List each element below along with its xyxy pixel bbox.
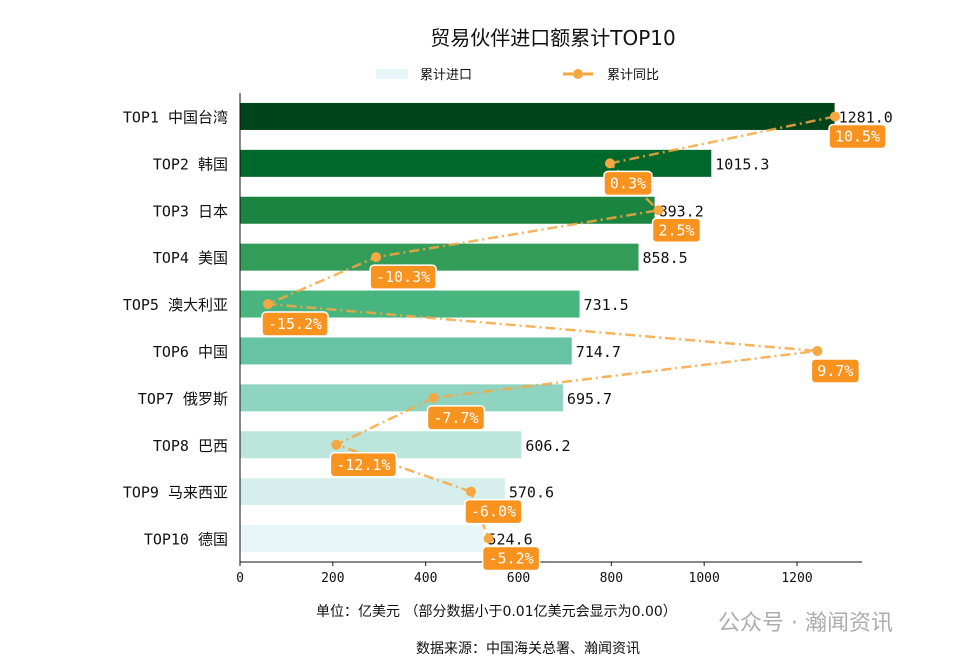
source-note: 数据来源：中国海关总署、瀚闻资讯 — [416, 641, 640, 657]
category-label: TOP8 巴西 — [153, 437, 228, 455]
legend: 累计进口 累计同比 — [376, 68, 659, 83]
growth-label: -15.2% — [268, 315, 322, 333]
legend-bar-label: 累计进口 — [420, 68, 472, 83]
growth-label-box — [329, 452, 398, 478]
growth-marker — [465, 486, 476, 497]
bar — [240, 102, 835, 130]
chart-title: 贸易伙伴进口额累计TOP10 — [430, 26, 675, 50]
growth-label: -5.2% — [489, 550, 534, 568]
bar-value-label: 606.2 — [525, 437, 570, 455]
growth-marker — [604, 158, 615, 169]
growth-label-box — [481, 545, 541, 572]
category-label: TOP10 德国 — [144, 531, 228, 549]
bar-value-label: 1015.3 — [715, 155, 769, 173]
category-label: TOP2 韩国 — [153, 155, 228, 173]
growth-label-box — [603, 170, 653, 197]
growth-marker — [483, 533, 494, 544]
bar-value-label: 714.7 — [576, 343, 621, 361]
category-label: TOP9 马来西亚 — [123, 484, 228, 502]
legend-line-marker — [573, 69, 583, 79]
category-label: TOP4 美国 — [153, 249, 228, 267]
bar-value-label: 570.6 — [509, 484, 554, 502]
growth-label-box — [369, 264, 437, 290]
category-label: TOP7 俄罗斯 — [138, 390, 228, 408]
bar-value-label: 524.6 — [488, 531, 533, 549]
x-tick-label: 600 — [507, 571, 530, 586]
growth-marker — [263, 299, 273, 310]
growth-label: -6.0% — [471, 503, 516, 521]
growth-label: 2.5% — [658, 221, 694, 239]
category-label: TOP1 中国台湾 — [123, 108, 228, 126]
category-label: TOP3 日本 — [153, 202, 228, 220]
growth-marker — [331, 439, 342, 450]
growth-label: 0.3% — [610, 174, 646, 192]
growth-label: -7.7% — [433, 409, 478, 427]
bar — [240, 337, 572, 365]
category-label: TOP5 澳大利亚 — [123, 296, 228, 314]
bar — [240, 384, 563, 412]
watermark: 公众号 · 瀚闻资讯 — [718, 611, 893, 636]
growth-marker — [812, 345, 823, 356]
growth-marker — [653, 205, 664, 216]
bar — [240, 525, 484, 553]
growth-label: -12.1% — [336, 456, 390, 474]
growth-label-box — [828, 123, 887, 150]
bar-value-label: 1281.0 — [839, 108, 893, 126]
x-tick-label: 400 — [414, 571, 437, 586]
bar — [240, 478, 505, 506]
x-tick-label: 800 — [600, 571, 623, 586]
growth-label-box — [651, 217, 702, 243]
growth-label-box — [810, 358, 861, 384]
bar-value-label: 695.7 — [567, 390, 612, 408]
x-tick-label: 0 — [236, 571, 244, 586]
growth-marker — [371, 252, 382, 263]
growth-label: 9.7% — [817, 362, 853, 380]
bar — [240, 196, 655, 224]
legend-bar-swatch — [376, 69, 408, 79]
x-tick-label: 200 — [321, 571, 344, 586]
growth-label-box — [426, 405, 486, 431]
category-label: TOP6 中国 — [153, 343, 228, 361]
growth-marker — [830, 111, 840, 122]
x-tick-label: 1200 — [781, 571, 812, 586]
x-tick-label: 1000 — [689, 571, 720, 586]
growth-label-box — [464, 498, 523, 525]
bar-value-label: 731.5 — [584, 296, 629, 314]
growth-label-box — [261, 311, 329, 337]
bar-value-label: 858.5 — [642, 249, 687, 267]
growth-label: -10.3% — [376, 268, 430, 286]
growth-label: 10.5% — [835, 127, 880, 145]
bar — [240, 243, 639, 271]
legend-line-label: 累计同比 — [607, 68, 659, 83]
growth-marker — [428, 392, 439, 403]
bar-value-label: 893.2 — [659, 202, 704, 220]
x-axis-label: 单位：亿美元 （部分数据小于0.01亿美元会显示为0.00） — [316, 604, 677, 620]
